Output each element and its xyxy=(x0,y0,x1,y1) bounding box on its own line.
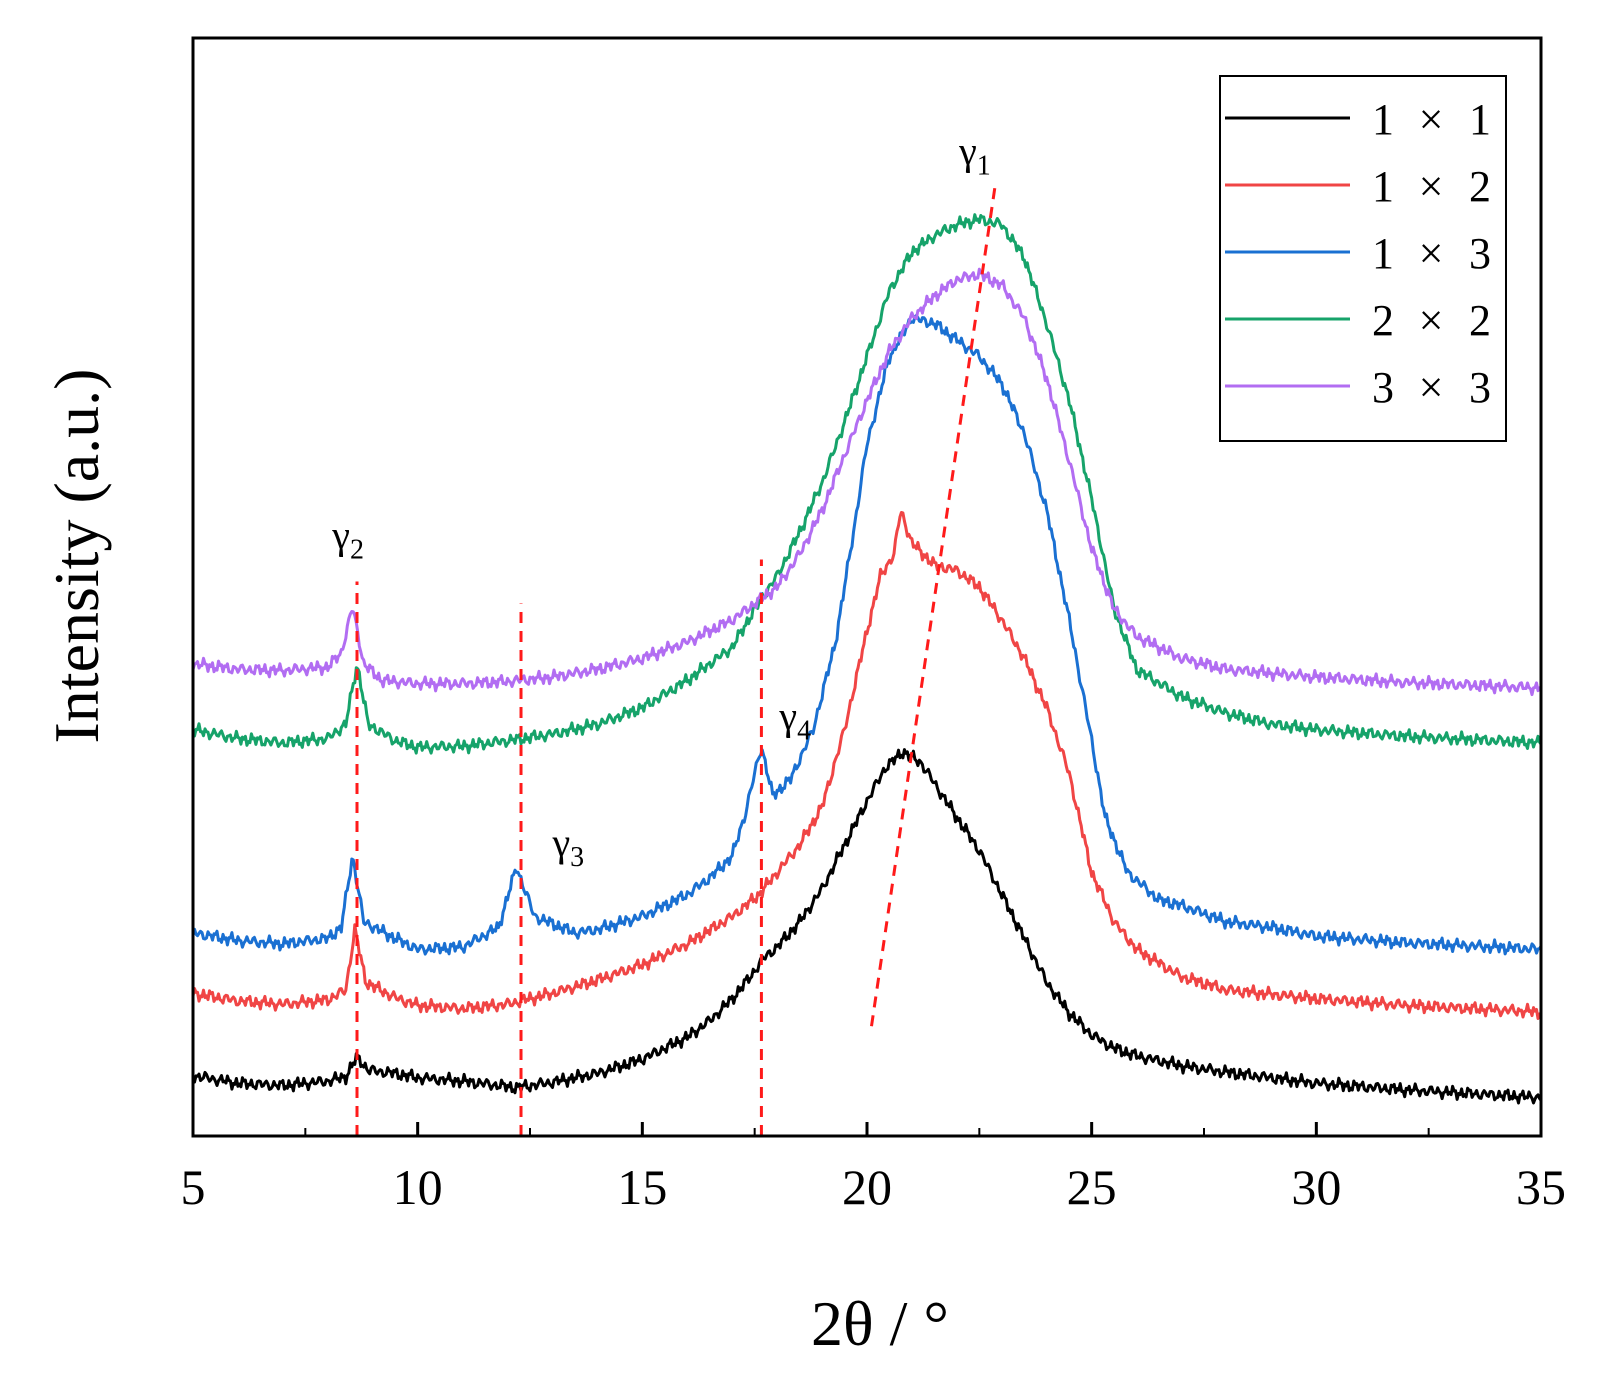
legend-separator: × xyxy=(1419,296,1444,345)
legend-label-right: 1 xyxy=(1469,95,1491,144)
x-tick-label: 10 xyxy=(393,1159,443,1215)
x-tick-label: 20 xyxy=(842,1159,892,1215)
x-tick-label: 35 xyxy=(1516,1159,1566,1215)
legend-label-left: 1 xyxy=(1372,162,1394,211)
legend-label-left: 1 xyxy=(1372,95,1394,144)
plot-content: γ1 γ2 γ3 γ4 xyxy=(191,128,1543,1136)
x-tick-label: 25 xyxy=(1067,1159,1117,1215)
series-line-1 xyxy=(191,748,1543,1105)
legend-separator: × xyxy=(1419,363,1444,412)
peak-label-gamma-4: γ4 xyxy=(778,694,811,747)
x-tick-label: 5 xyxy=(181,1159,206,1215)
legend-label-left: 2 xyxy=(1372,296,1394,345)
peak-label-gamma-2: γ2 xyxy=(331,513,364,566)
legend-separator: × xyxy=(1419,229,1444,278)
series-line-3 xyxy=(193,313,1543,956)
legend-box xyxy=(1219,75,1507,442)
legend-label-left: 3 xyxy=(1372,363,1394,412)
peak-label-gamma-3: γ3 xyxy=(551,820,584,873)
peak-label-subscript: 4 xyxy=(797,716,811,747)
series-line-2 xyxy=(191,511,1542,1020)
legend: 1 × 1 1 × 2 1 × 3 2 × 2 3 × 3 xyxy=(1219,75,1507,442)
legend-label-right: 3 xyxy=(1469,363,1491,412)
x-axis: 5 10 15 20 25 30 35 xyxy=(181,1122,1566,1215)
reference-line-4 xyxy=(870,186,997,1027)
x-tick-label: 15 xyxy=(617,1159,667,1215)
peak-label-subscript: 3 xyxy=(570,842,584,873)
peak-label-subscript: 1 xyxy=(977,150,991,181)
peak-label-gamma-1: γ1 xyxy=(958,128,991,181)
legend-label-right: 2 xyxy=(1469,296,1491,345)
x-tick-label: 30 xyxy=(1291,1159,1341,1215)
series-line-5 xyxy=(191,267,1543,697)
legend-separator: × xyxy=(1419,162,1444,211)
legend-label-right: 3 xyxy=(1469,229,1491,278)
peak-label-subscript: 2 xyxy=(350,535,364,566)
y-axis-title: Intensity (a.u.) xyxy=(41,369,112,744)
x-axis-title: 2θ / ° xyxy=(811,1288,949,1359)
legend-label-right: 2 xyxy=(1469,162,1491,211)
legend-label-left: 1 xyxy=(1372,229,1394,278)
legend-separator: × xyxy=(1419,95,1444,144)
series-line-4 xyxy=(191,213,1543,755)
